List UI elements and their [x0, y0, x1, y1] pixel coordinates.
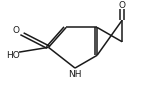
Text: NH: NH: [68, 70, 82, 79]
Text: HO: HO: [6, 51, 20, 60]
Text: O: O: [13, 26, 20, 35]
Text: O: O: [119, 1, 126, 10]
